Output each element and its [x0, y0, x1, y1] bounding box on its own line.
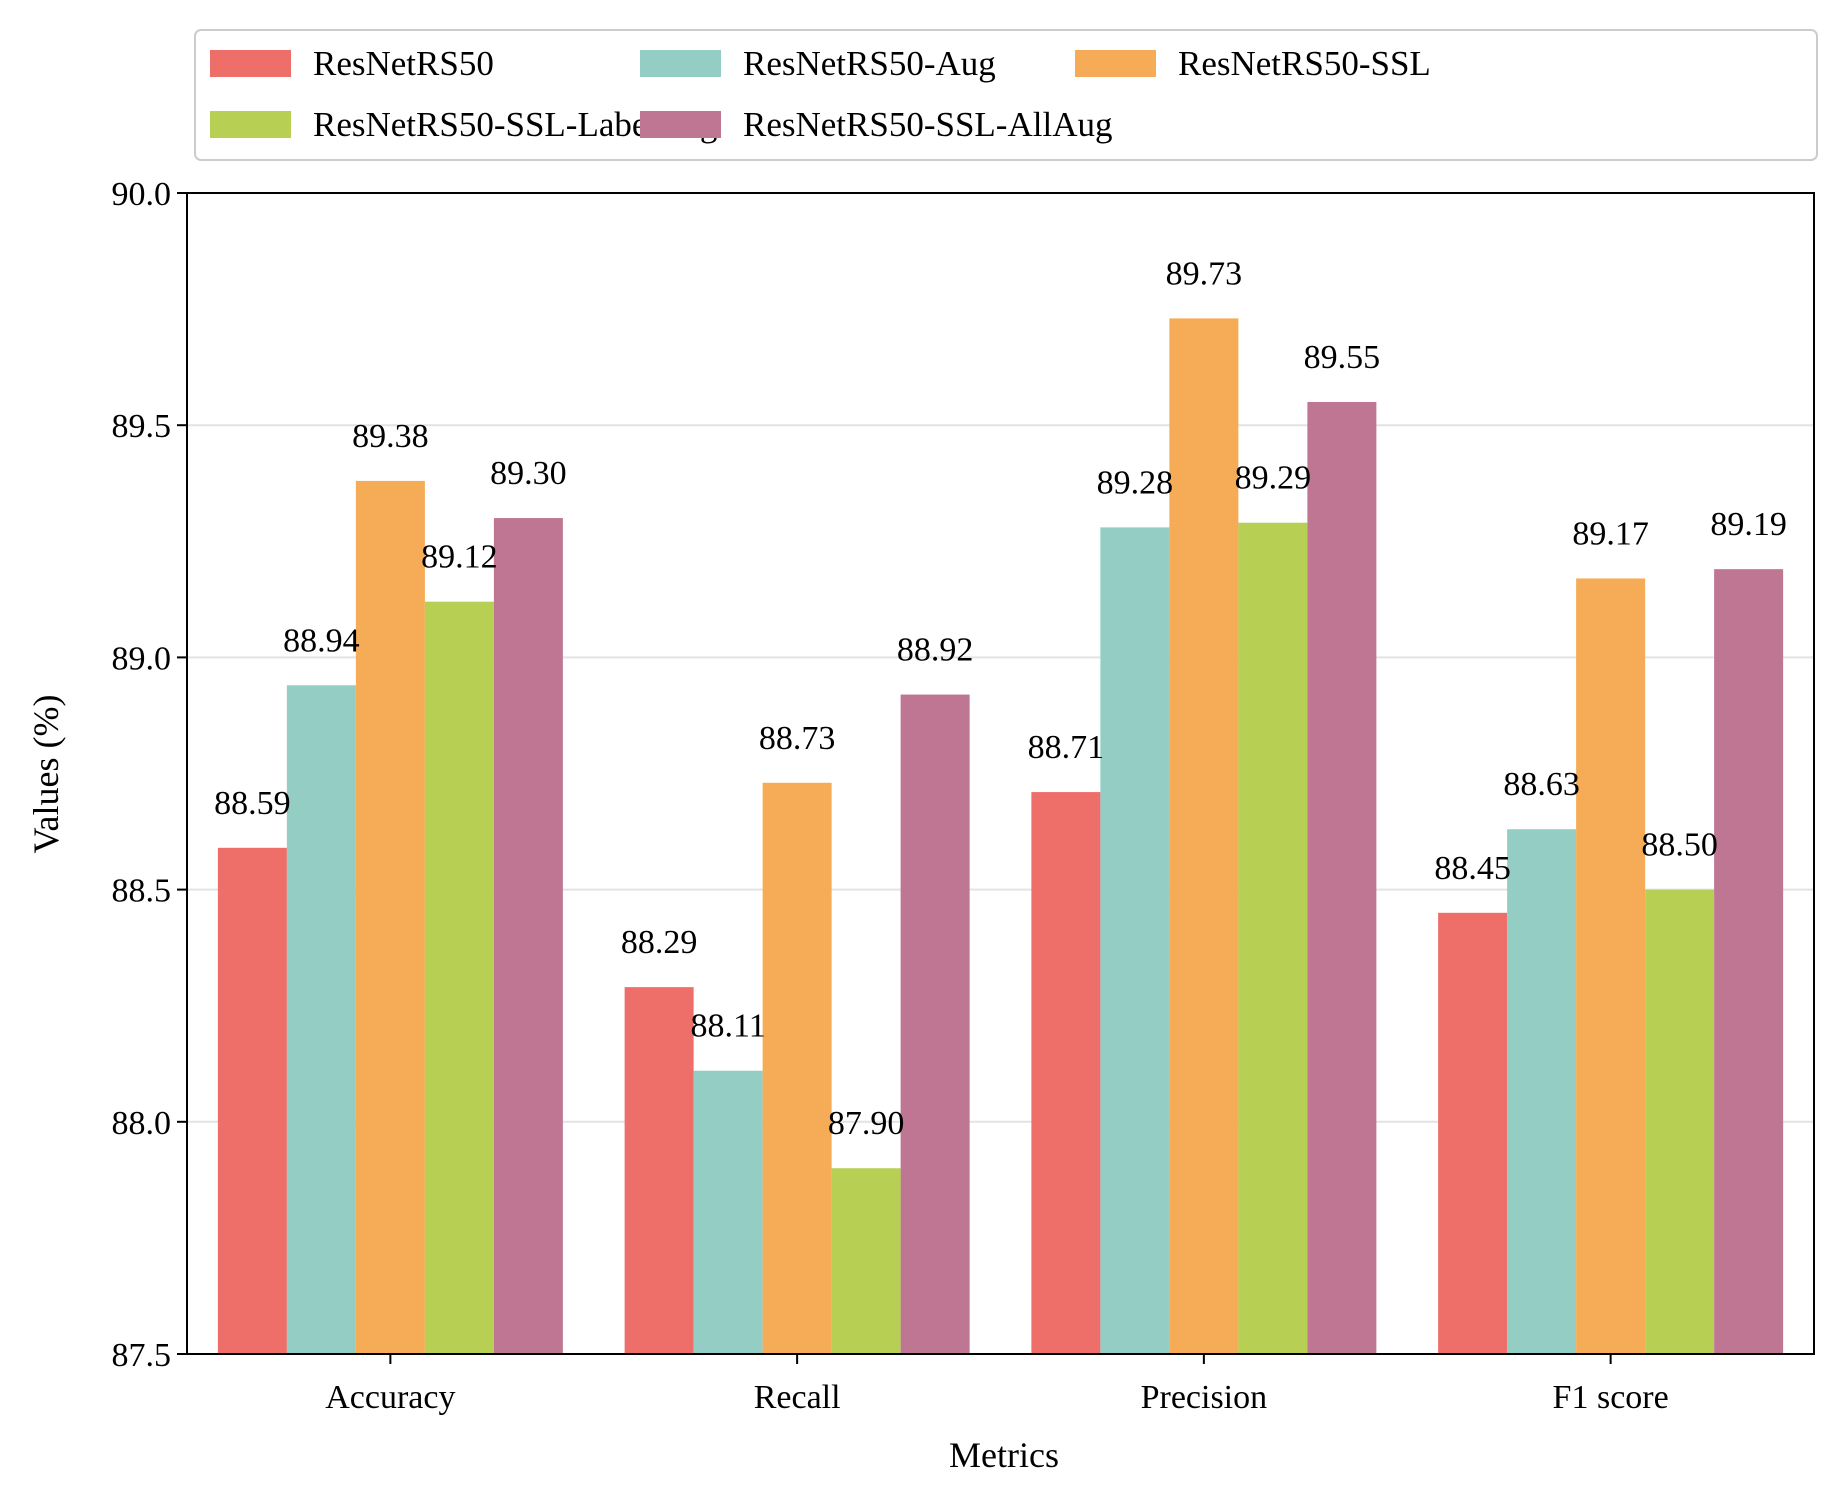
y-tick-label: 89.5 — [112, 408, 172, 445]
y-tick-label: 90.0 — [112, 176, 172, 213]
bar — [1307, 401, 1377, 1355]
legend-label: ResNetRS50-Aug — [743, 44, 996, 83]
bar — [493, 518, 563, 1354]
legend: ResNetRS50 ResNetRS50-Aug ResNetRS50-SSL Re… — [194, 29, 1818, 161]
bar — [424, 601, 494, 1354]
bar-value-label: 88.59 — [214, 785, 291, 822]
bar — [1714, 569, 1784, 1354]
bar-value-label: 87.90 — [828, 1105, 905, 1142]
x-axis-title: Metrics — [949, 1435, 1059, 1475]
bar — [1576, 578, 1646, 1354]
bar-value-label: 88.45 — [1434, 850, 1511, 887]
x-tick-label: Precision — [1141, 1379, 1268, 1416]
bar — [1507, 829, 1577, 1354]
y-tick-label: 88.5 — [112, 873, 172, 910]
bar-value-label: 88.11 — [691, 1008, 766, 1045]
y-tick-label: 89.0 — [112, 640, 172, 677]
bar — [762, 782, 832, 1354]
bar-value-label: 89.38 — [352, 418, 429, 455]
bar-value-label: 88.50 — [1641, 827, 1718, 864]
bar — [1238, 522, 1308, 1354]
legend-swatch — [640, 50, 721, 77]
bar — [693, 1070, 763, 1354]
bar — [900, 694, 970, 1354]
data-labels: 88.59 88.94 89.38 89.12 89.30 88.29 88.11 88.73… — [214, 255, 1787, 1142]
bar — [1100, 527, 1170, 1354]
bar — [1169, 318, 1239, 1355]
y-axis-title: Values (%) — [26, 695, 66, 854]
legend-label: ResNetRS50-SSL-AllAug — [743, 105, 1112, 144]
bar — [355, 480, 425, 1355]
bar-value-label: 88.63 — [1503, 766, 1580, 803]
bar — [217, 847, 287, 1354]
bar-value-label: 88.71 — [1028, 729, 1105, 766]
legend-swatch — [210, 111, 291, 138]
legend-swatch — [1075, 50, 1156, 77]
legend-label: ResNetRS50 — [313, 44, 494, 83]
bar — [1645, 889, 1715, 1354]
bar-value-label: 89.17 — [1572, 515, 1649, 552]
x-tick-label: Accuracy — [325, 1379, 455, 1416]
legend-frame — [194, 29, 1818, 161]
bar-value-label: 88.92 — [897, 632, 974, 669]
bar-value-label: 89.29 — [1235, 460, 1312, 497]
legend-swatch — [210, 50, 291, 77]
bar — [286, 685, 356, 1354]
bar — [831, 1168, 901, 1354]
bar-value-label: 88.73 — [759, 720, 836, 757]
bar-value-label: 89.19 — [1710, 506, 1787, 543]
bar — [1031, 792, 1101, 1354]
x-tick-label: Recall — [754, 1379, 841, 1416]
bars — [217, 318, 1784, 1355]
bar-value-label: 89.30 — [490, 455, 567, 492]
bar-value-label: 89.55 — [1304, 339, 1381, 376]
legend-label: ResNetRS50-SSL — [1178, 44, 1431, 83]
bar — [624, 987, 694, 1354]
legend-swatch — [640, 111, 721, 138]
bar-value-label: 88.29 — [621, 924, 698, 961]
bar-value-label: 89.12 — [421, 539, 498, 576]
bar-value-label: 89.73 — [1166, 255, 1243, 292]
x-tick-label: F1 score — [1553, 1379, 1669, 1416]
bar — [1438, 912, 1508, 1354]
y-tick-label: 88.0 — [112, 1105, 172, 1142]
bar-value-label: 88.94 — [283, 622, 360, 659]
axes: 87.5 88.0 88.5 89.0 89.5 90.0 Accuracy Recall Pr… — [112, 176, 1815, 1416]
bar-value-label: 89.28 — [1097, 464, 1174, 501]
y-tick-label: 87.5 — [112, 1337, 172, 1374]
plot-frame — [186, 192, 1815, 1355]
